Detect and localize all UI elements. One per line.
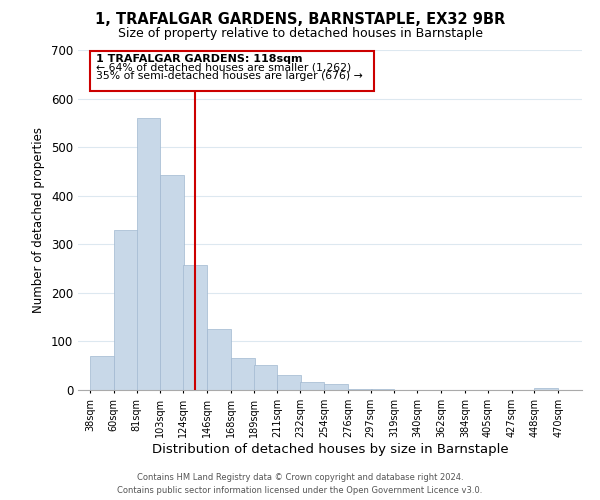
Text: 1 TRAFALGAR GARDENS: 118sqm: 1 TRAFALGAR GARDENS: 118sqm	[97, 54, 303, 64]
Text: Size of property relative to detached houses in Barnstaple: Size of property relative to detached ho…	[118, 28, 482, 40]
Text: Contains HM Land Registry data © Crown copyright and database right 2024.
Contai: Contains HM Land Registry data © Crown c…	[118, 474, 482, 495]
Bar	[114, 230, 137, 390]
Bar	[277, 376, 301, 390]
Bar	[535, 388, 558, 390]
Bar	[371, 389, 394, 390]
Bar	[137, 118, 160, 390]
Text: 1, TRAFALGAR GARDENS, BARNSTAPLE, EX32 9BR: 1, TRAFALGAR GARDENS, BARNSTAPLE, EX32 9…	[95, 12, 505, 28]
Bar	[324, 384, 348, 390]
Text: ← 64% of detached houses are smaller (1,262): ← 64% of detached houses are smaller (1,…	[97, 62, 352, 72]
X-axis label: Distribution of detached houses by size in Barnstaple: Distribution of detached houses by size …	[152, 442, 508, 456]
Bar	[231, 358, 254, 390]
Bar	[300, 382, 324, 390]
Bar	[160, 175, 184, 390]
Bar	[254, 364, 277, 390]
Bar	[207, 330, 231, 390]
Bar	[348, 389, 372, 390]
Bar	[90, 356, 114, 390]
Bar	[183, 264, 207, 390]
Y-axis label: Number of detached properties: Number of detached properties	[32, 127, 46, 313]
Text: 35% of semi-detached houses are larger (676) →: 35% of semi-detached houses are larger (…	[97, 72, 363, 82]
FancyBboxPatch shape	[90, 52, 374, 92]
